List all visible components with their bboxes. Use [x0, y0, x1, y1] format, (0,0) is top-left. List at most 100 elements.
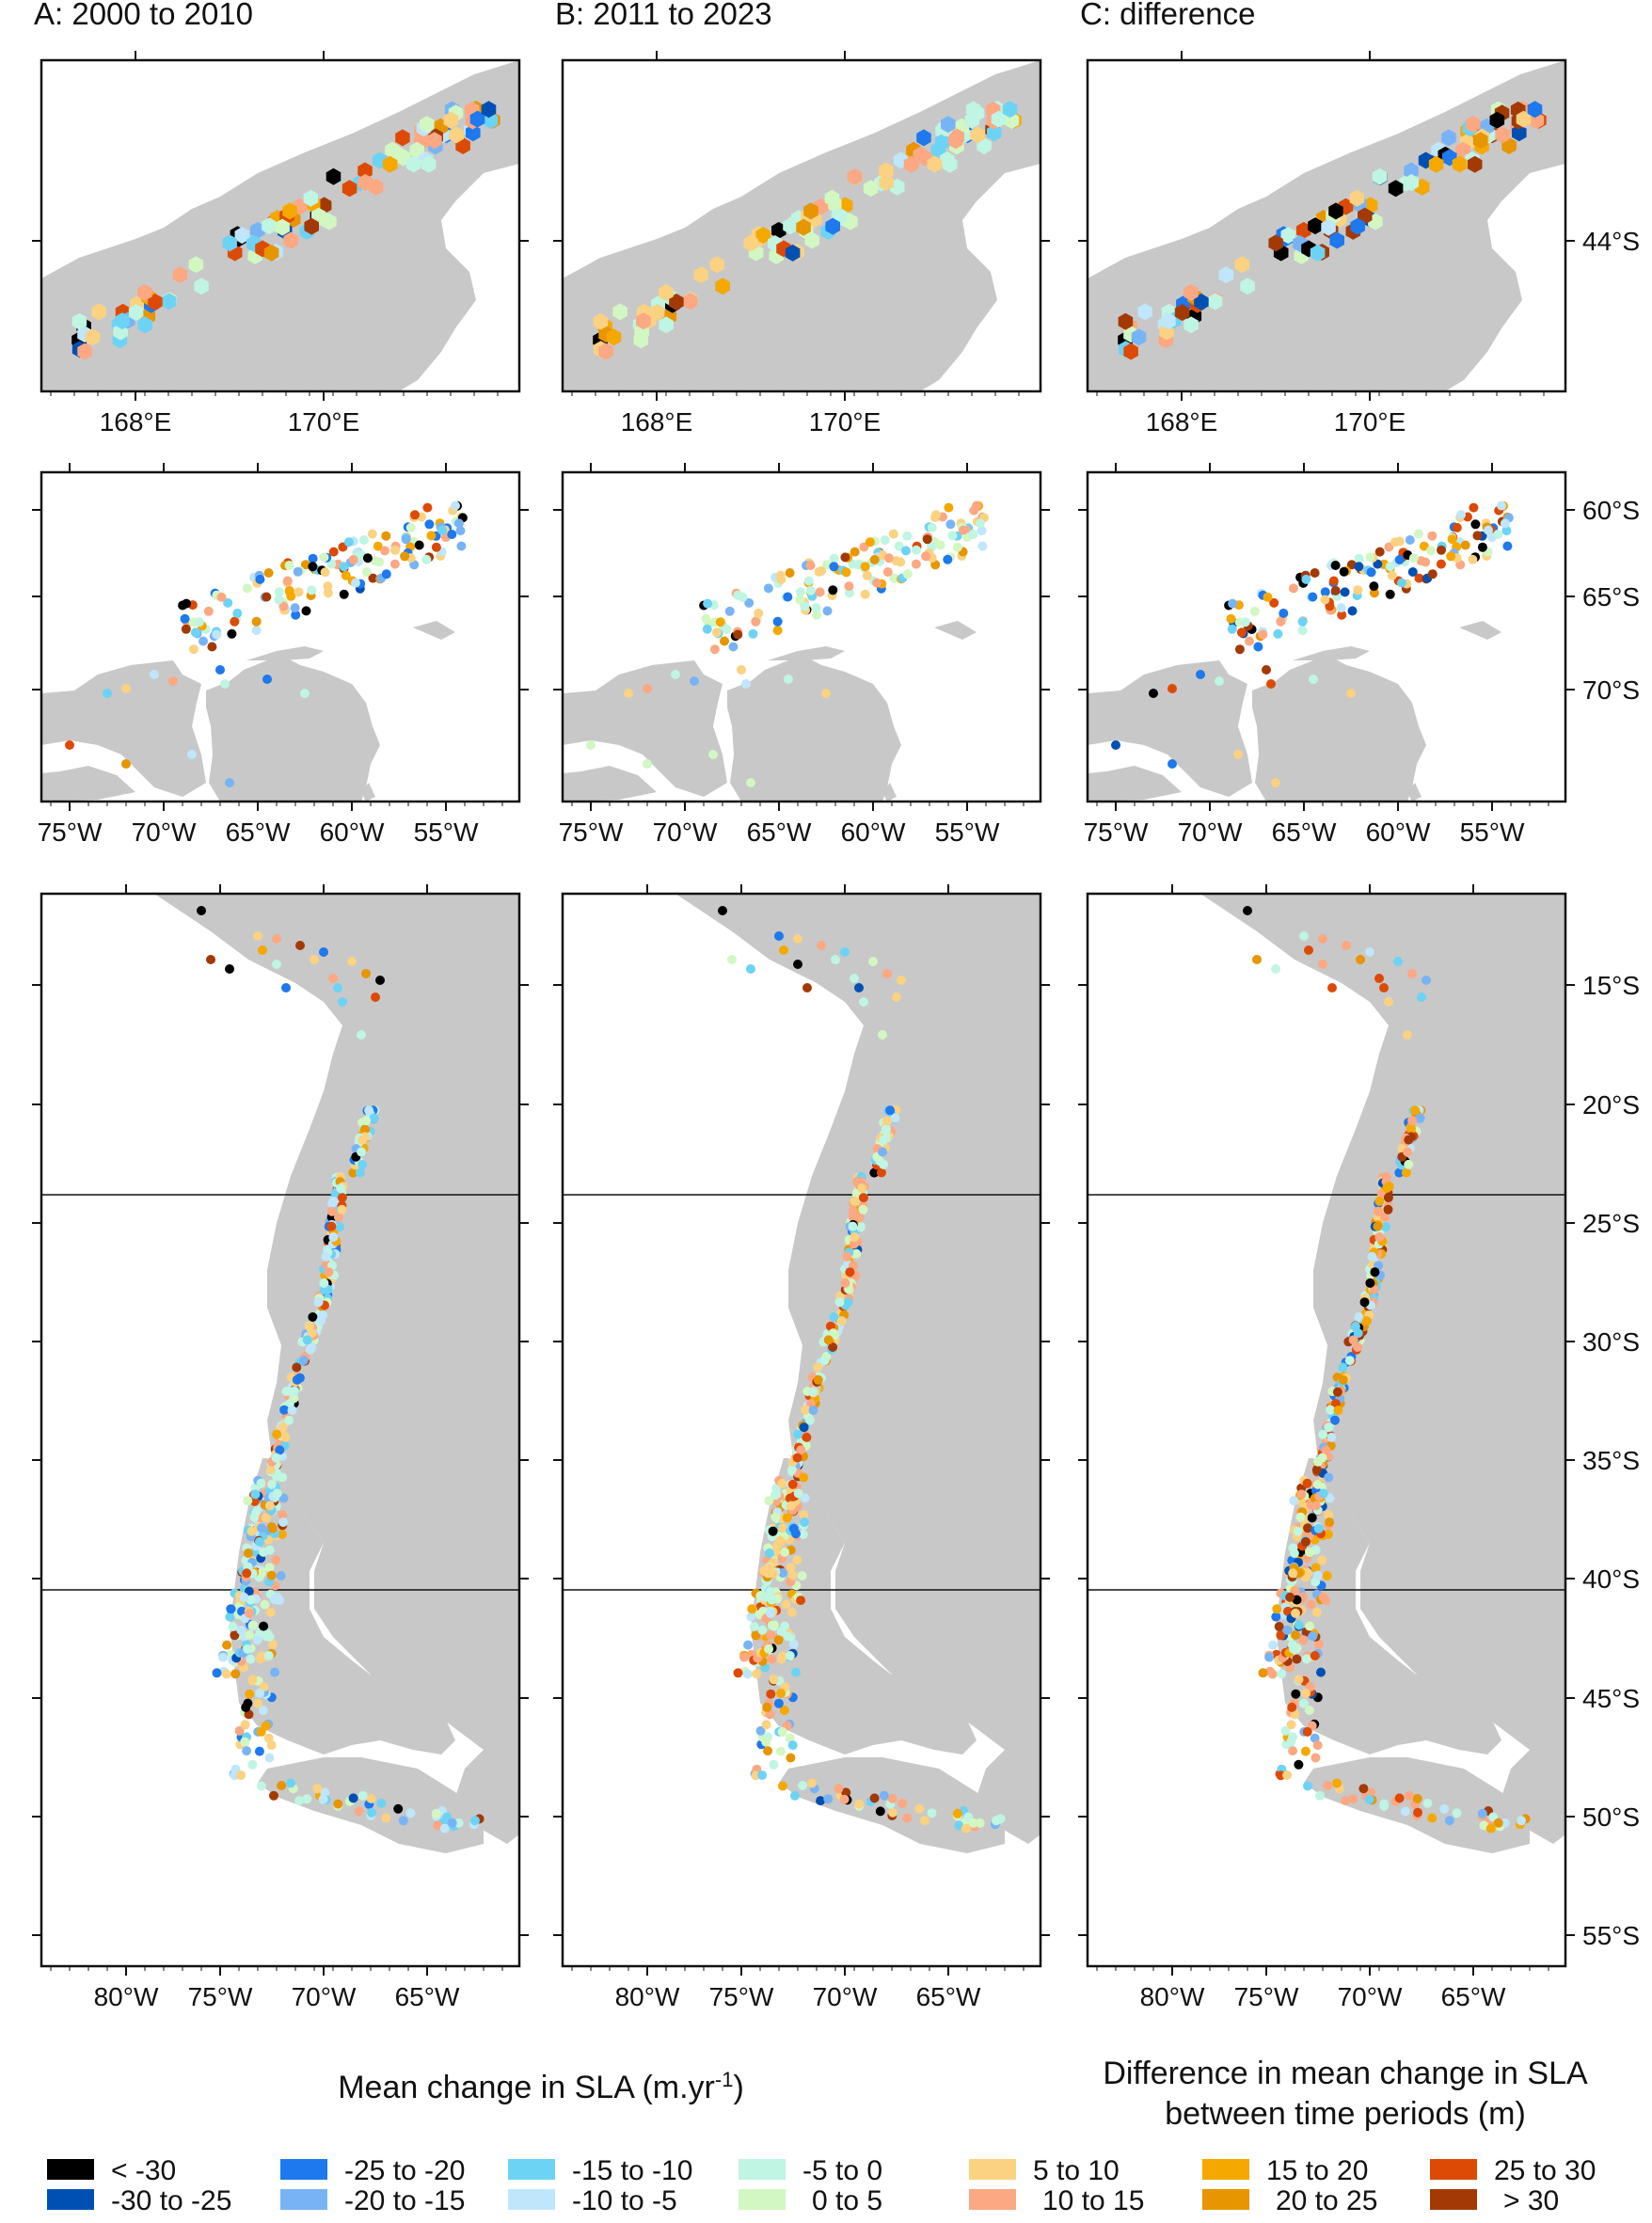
glacier-point: [975, 518, 985, 529]
glacier-point: [888, 529, 898, 539]
glacier-point: [742, 1669, 753, 1679]
glacier-point: [1379, 1799, 1390, 1809]
glacier-point: [1469, 502, 1479, 513]
glacier-point: [796, 1445, 806, 1455]
glacier-point: [912, 545, 921, 555]
glacier-point: [733, 1668, 743, 1678]
glacier-point: [230, 1669, 241, 1679]
glacier-point: [718, 906, 727, 915]
glacier-point: [357, 1030, 366, 1040]
glacier-point: [766, 1608, 775, 1618]
glacier-point: [802, 983, 812, 992]
glacier-point: [221, 1669, 231, 1679]
glacier-point: [819, 1356, 830, 1366]
glacier-point: [792, 1555, 802, 1565]
glacier-point: [262, 592, 272, 602]
glacier-hexagon: [1308, 217, 1323, 235]
glacier-point: [1301, 1688, 1311, 1698]
glacier-point: [842, 1251, 852, 1262]
glacier-point: [776, 1654, 786, 1664]
glacier-point: [230, 1630, 240, 1641]
glacier-point: [1501, 526, 1512, 536]
glacier-point: [1394, 1793, 1405, 1803]
glacier-hexagon: [77, 342, 92, 360]
glacier-point: [1379, 983, 1389, 992]
glacier-point: [1439, 1803, 1450, 1814]
glacier-point: [1308, 592, 1318, 602]
glacier-point: [1333, 1405, 1343, 1416]
glacier-point: [1374, 547, 1385, 557]
glacier-hexagon: [1516, 110, 1532, 128]
glacier-point: [878, 1030, 887, 1040]
glacier-point: [777, 1478, 787, 1488]
glacier-point: [255, 1688, 265, 1698]
glacier-point: [746, 778, 755, 787]
glacier-point: [1497, 500, 1506, 511]
x-tick-label: 70°W: [292, 1982, 357, 2011]
glacier-point: [841, 567, 851, 578]
glacier-point: [834, 1297, 845, 1308]
glacier-point: [952, 1808, 962, 1818]
x-tick-label: 75°W: [559, 818, 624, 847]
glacier-point: [1252, 955, 1262, 964]
glacier-point: [455, 526, 466, 536]
glacier-point: [262, 675, 272, 684]
glacier-point: [1168, 759, 1177, 769]
glacier-point: [772, 616, 783, 627]
glacier-point: [206, 955, 215, 964]
glacier-point: [922, 534, 932, 545]
glacier-point: [790, 1790, 800, 1801]
glacier-point: [215, 665, 225, 675]
glacier-point: [1316, 1667, 1326, 1677]
glacier-point: [278, 1472, 288, 1483]
glacier-point: [1304, 945, 1313, 955]
glacier-point: [369, 1113, 379, 1123]
glacier-point: [274, 587, 284, 597]
glacier-point: [931, 510, 941, 520]
glacier-point: [671, 670, 680, 679]
glacier-point: [902, 531, 913, 541]
glacier-hexagon: [148, 294, 163, 310]
glacier-hexagon: [743, 234, 758, 252]
glacier-point: [272, 960, 281, 969]
glacier-point: [876, 1167, 886, 1178]
glacier-point: [862, 570, 872, 580]
glacier-point: [744, 597, 755, 608]
glacier-point: [1276, 1630, 1286, 1641]
glacier-point: [351, 578, 360, 588]
glacier-point: [294, 1796, 305, 1806]
legend-swatch: [47, 2159, 94, 2180]
glacier-point: [451, 500, 460, 511]
glacier-point: [1447, 534, 1457, 545]
glacier-point: [797, 1571, 807, 1580]
legend-swatch: [1202, 2189, 1249, 2210]
glacier-point: [708, 750, 718, 759]
glacier-point: [764, 1496, 774, 1506]
glacier-point: [243, 1496, 253, 1506]
glacier-point: [1300, 1746, 1310, 1756]
glacier-point: [1288, 1568, 1298, 1579]
glacier-point: [422, 502, 433, 513]
glacier-point: [212, 629, 222, 640]
glacier-point: [1370, 1267, 1380, 1278]
glacier-point: [821, 560, 832, 570]
glacier-point: [1303, 1568, 1313, 1578]
glacier-hexagon: [1441, 129, 1456, 147]
glacier-point: [168, 676, 178, 686]
glacier-point: [1326, 1432, 1337, 1442]
glacier-point: [1484, 525, 1493, 535]
glacier-point: [724, 606, 735, 616]
glacier-hexagon: [1428, 155, 1444, 173]
glacier-point: [65, 740, 74, 750]
x-tick-label: 65°W: [1272, 818, 1337, 847]
glacier-point: [935, 540, 945, 550]
panel-frame: [40, 470, 521, 803]
glacier-point: [249, 1512, 260, 1522]
glacier-point: [1312, 1570, 1323, 1580]
glacier-point: [405, 522, 416, 532]
glacier-point: [890, 1113, 900, 1123]
legend-label: -30 to -25: [111, 2185, 231, 2216]
glacier-point: [294, 587, 304, 597]
y-tick-label: 55°S: [1582, 1921, 1640, 1950]
glacier-point: [453, 1818, 464, 1828]
